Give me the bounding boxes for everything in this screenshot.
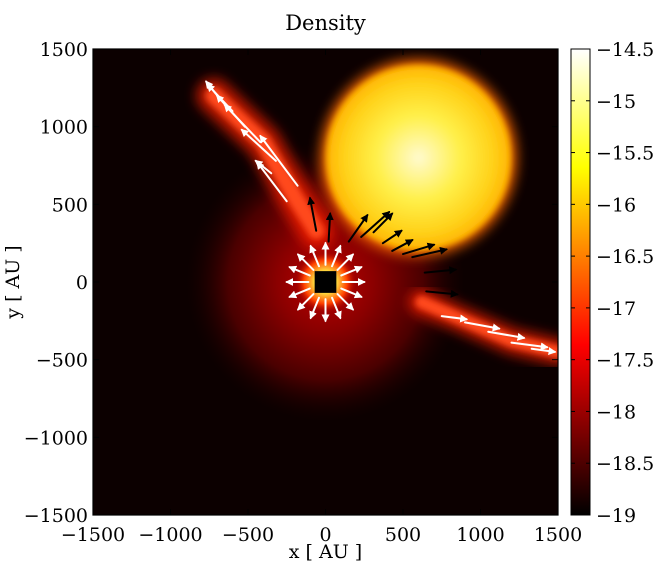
y-axis: −1500 −1000 −500 0 500 1000 1500	[24, 39, 558, 527]
bubble-region	[325, 64, 512, 251]
colorbar-tick-label: −17	[596, 298, 636, 320]
velocity-arrow-radial	[309, 244, 320, 268]
velocity-arrow-radial	[296, 253, 315, 271]
x-tick-label: 500	[385, 524, 421, 546]
colorbar-tick-label: −18	[596, 401, 636, 423]
x-tick-label: −1500	[61, 524, 125, 546]
x-tick-label: 0	[319, 524, 331, 546]
x-axis: −1500 −1000 −500 0 500 1000 1500	[61, 49, 582, 546]
velocity-arrow-radial	[340, 265, 363, 277]
colorbar: −19 −18.5 −18 −17.5 −17 −16.5 −16 −15.5 −15 −14.5	[570, 39, 654, 527]
velocity-arrow-black	[325, 212, 334, 243]
x-tick-label: 1000	[456, 524, 504, 546]
velocity-arrow-white	[254, 159, 273, 175]
velocity-arrow-radial	[336, 293, 355, 311]
velocity-arrow-radial	[331, 244, 342, 268]
colorbar-tick-label: −17.5	[596, 350, 654, 372]
x-tick-label: 1500	[534, 524, 582, 546]
velocity-arrow-white	[464, 321, 501, 332]
velocity-arrow-black	[307, 196, 318, 232]
velocity-arrow-white	[240, 128, 277, 162]
velocity-vectors	[205, 80, 557, 356]
velocity-arrow-radial	[340, 287, 363, 299]
velocity-arrow-white	[205, 80, 220, 99]
y-tick-label: −1500	[24, 505, 88, 527]
y-tick-label: −500	[36, 350, 88, 372]
velocity-arrow-white	[259, 134, 299, 187]
velocity-arrow-white	[487, 330, 526, 341]
velocity-arrow-white	[530, 347, 557, 356]
y-tick-label: 1500	[40, 39, 88, 61]
velocity-arrow-black	[347, 213, 369, 243]
colorbar-ticks: −19 −18.5 −18 −17.5 −17 −16.5 −16 −15.5 −15 −14.5	[571, 39, 654, 527]
velocity-arrow-black	[411, 246, 448, 259]
colorbar-tick-label: −14.5	[596, 39, 654, 61]
colorbar-gradient	[570, 48, 591, 516]
velocity-arrow-black	[423, 266, 458, 275]
velocity-arrow-radial	[336, 253, 355, 271]
velocity-arrow-white	[510, 341, 549, 351]
chart-title: Density	[285, 11, 366, 35]
velocity-arrow-black	[402, 242, 436, 256]
colorbar-tick-label: −16	[596, 194, 636, 216]
velocity-arrow-white	[256, 161, 288, 203]
y-tick-label: 0	[76, 272, 88, 294]
y-axis-label: y [ AU ]	[2, 245, 24, 319]
velocity-arrow-radial	[288, 287, 311, 299]
x-tick-label: −500	[222, 524, 274, 546]
velocity-arrow-black	[372, 212, 394, 234]
x-tick-label: −1000	[138, 524, 202, 546]
velocity-arrow-white	[440, 314, 469, 323]
y-tick-label: 500	[52, 194, 88, 216]
plot-area	[93, 49, 558, 515]
central-sink	[314, 271, 337, 293]
colorbar-tick-label: −19	[596, 505, 636, 527]
colorbar-tick-label: −16.5	[596, 246, 654, 268]
velocity-arrow-radial	[296, 293, 315, 311]
velocity-arrow-black	[360, 211, 391, 238]
colorbar-tick-label: −15	[596, 91, 636, 113]
y-tick-label: −1000	[24, 427, 88, 449]
y-tick-label: 1000	[40, 117, 88, 139]
velocity-arrow-black	[391, 239, 414, 252]
x-axis-label: x [ AU ]	[289, 541, 362, 563]
velocity-arrow-black	[381, 229, 403, 245]
velocity-arrow-radial	[288, 265, 311, 277]
velocity-arrow-radial	[331, 296, 342, 320]
colorbar-tick-label: −18.5	[596, 453, 654, 475]
colorbar-tick-label: −15.5	[596, 143, 654, 165]
velocity-arrow-radial	[309, 296, 320, 320]
velocity-arrow-black	[425, 289, 459, 298]
